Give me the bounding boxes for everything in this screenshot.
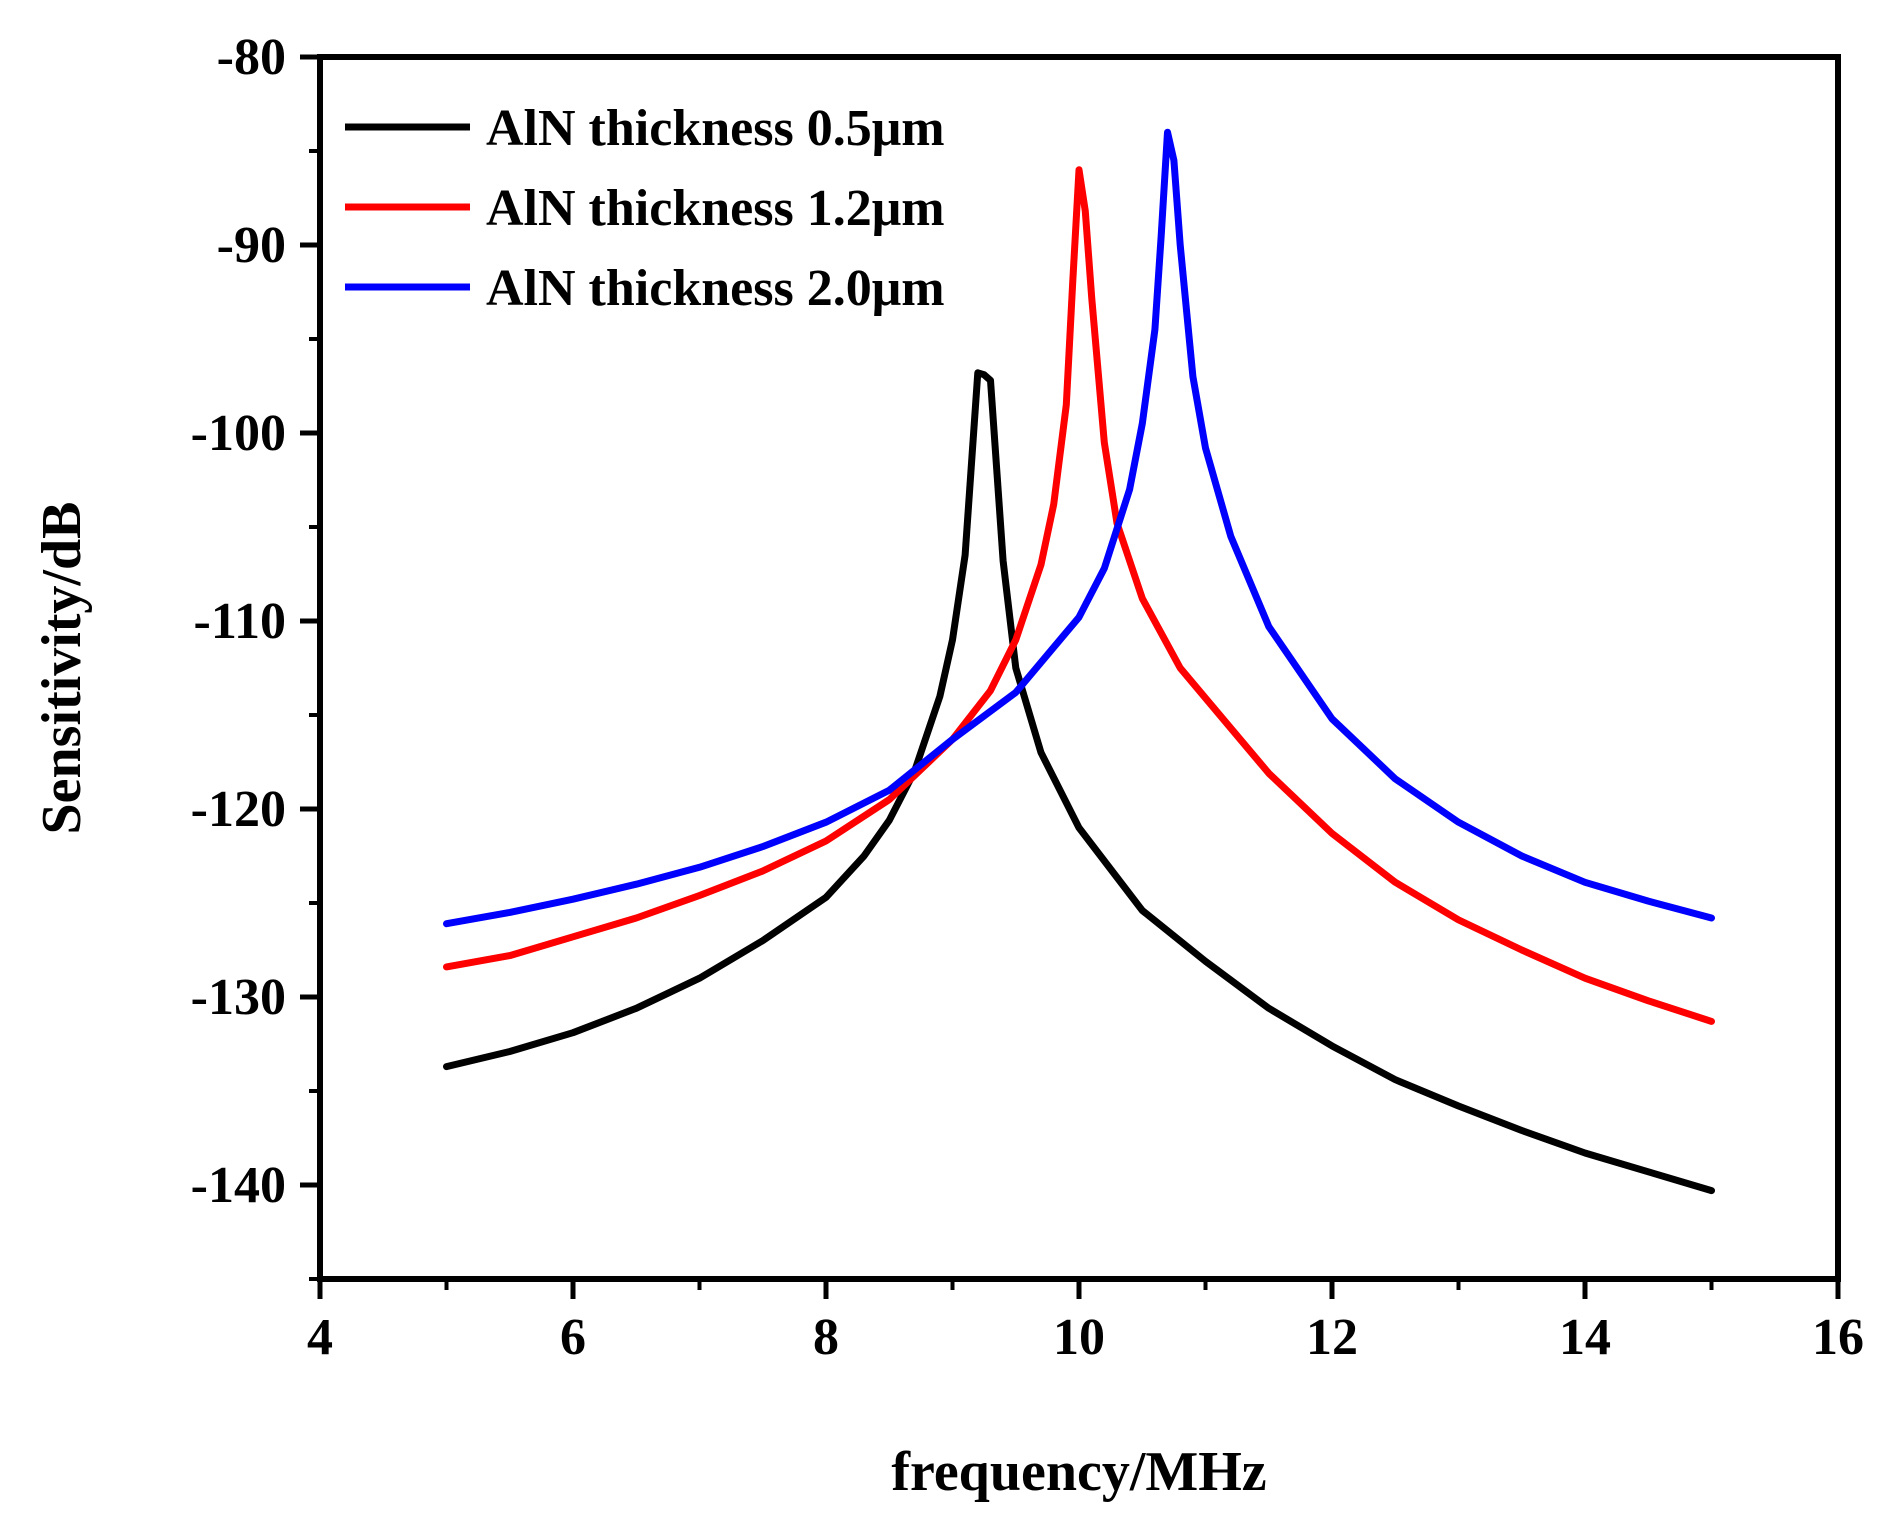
y-tick-label: -80 (217, 29, 286, 86)
x-tick-label: 16 (1812, 1309, 1864, 1366)
x-tick-label: 12 (1306, 1309, 1358, 1366)
x-tick-label: 10 (1053, 1309, 1105, 1366)
series-line-1 (443, 369, 1715, 1195)
y-axis-title: Sensitivity/dB (31, 502, 93, 835)
tick-layer: 4 6 8 10 12 14 16 -80 -90 -100 -110 -120 -130 -140 (191, 29, 1864, 1366)
legend-label-2: AlN thickness 1.2μm (486, 180, 945, 237)
series-line-3 (443, 128, 1715, 928)
x-tick-label: 4 (307, 1309, 333, 1366)
y-tick-label: -140 (191, 1157, 286, 1214)
legend-label-3: AlN thickness 2.0μm (486, 260, 945, 317)
y-tick-label: -130 (191, 969, 286, 1026)
legend-label-1: AlN thickness 0.5μm (486, 100, 945, 157)
y-tick-label: -120 (191, 781, 286, 838)
series-line-2 (443, 166, 1715, 1025)
y-tick-label: -90 (217, 217, 286, 274)
legend: AlN thickness 0.5μm AlN thickness 1.2μm Al… (345, 100, 945, 317)
x-tick-label: 6 (560, 1309, 586, 1366)
y-tick-label: -100 (191, 405, 286, 462)
x-tick-label: 8 (813, 1309, 839, 1366)
x-axis-title: frequency/MHz (891, 1441, 1266, 1503)
series-layer (443, 128, 1715, 1195)
x-tick-label: 14 (1559, 1309, 1611, 1366)
y-tick-label: -110 (194, 593, 286, 650)
